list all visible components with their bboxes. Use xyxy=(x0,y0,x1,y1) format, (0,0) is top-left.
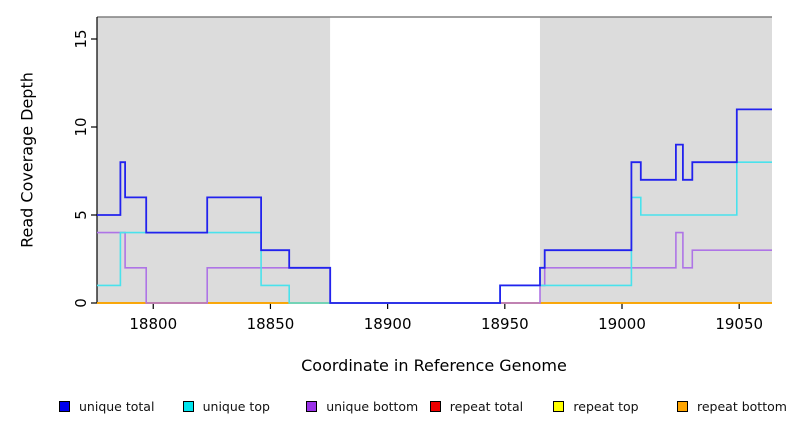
bg-covered-region-left xyxy=(97,17,331,303)
y-tick-label-15: 15 xyxy=(72,29,90,49)
legend-item-repeat-top: repeat top xyxy=(553,398,639,414)
legend-label-unique-bottom: unique bottom xyxy=(326,398,419,414)
legend-swatch-repeat-bottom xyxy=(677,400,688,412)
legend-item-unique-top: unique top xyxy=(182,398,270,414)
y-axis-label: Read Coverage Depth xyxy=(17,72,37,248)
x-tick-label-19000: 19000 xyxy=(598,315,646,333)
x-tick-label-18900: 18900 xyxy=(363,315,412,333)
legend-label-repeat-top: repeat top xyxy=(573,398,639,414)
legend-label-unique-total: unique total xyxy=(79,398,155,414)
legend-swatch-repeat-top xyxy=(553,400,565,412)
legend-label-repeat-bottom: repeat bottom xyxy=(697,398,787,414)
x-tick-label-18950: 18950 xyxy=(480,315,529,333)
x-tick-label-18850: 18850 xyxy=(246,315,295,333)
legend-swatch-unique-bottom xyxy=(306,400,318,412)
legend-item-unique-bottom: unique bottom xyxy=(306,398,419,414)
legend-item-repeat-bottom: repeat bottom xyxy=(677,398,787,414)
x-tick-label-18800: 18800 xyxy=(129,315,178,333)
legend-item-unique-total: unique total xyxy=(59,398,155,414)
x-tick-label-19050: 19050 xyxy=(715,315,764,333)
legend-swatch-unique-top xyxy=(182,400,194,412)
x-axis-label: Coordinate in Reference Genome xyxy=(301,356,567,375)
legend-item-repeat-total: repeat total xyxy=(429,398,524,414)
y-tick-label-10: 10 xyxy=(72,117,90,137)
bg-gap-region xyxy=(330,17,540,303)
legend-swatch-unique-total xyxy=(59,400,70,412)
legend-label-unique-top: unique top xyxy=(202,398,270,414)
series-unique-bottom xyxy=(97,231,772,304)
legend-label-repeat-total: repeat total xyxy=(449,398,524,414)
series-unique-total xyxy=(97,108,772,304)
bg-covered-region-right xyxy=(539,17,772,303)
y-tick-label-0: 0 xyxy=(72,298,90,308)
y-tick-label-5: 5 xyxy=(72,210,90,220)
legend-swatch-repeat-total xyxy=(429,400,441,412)
